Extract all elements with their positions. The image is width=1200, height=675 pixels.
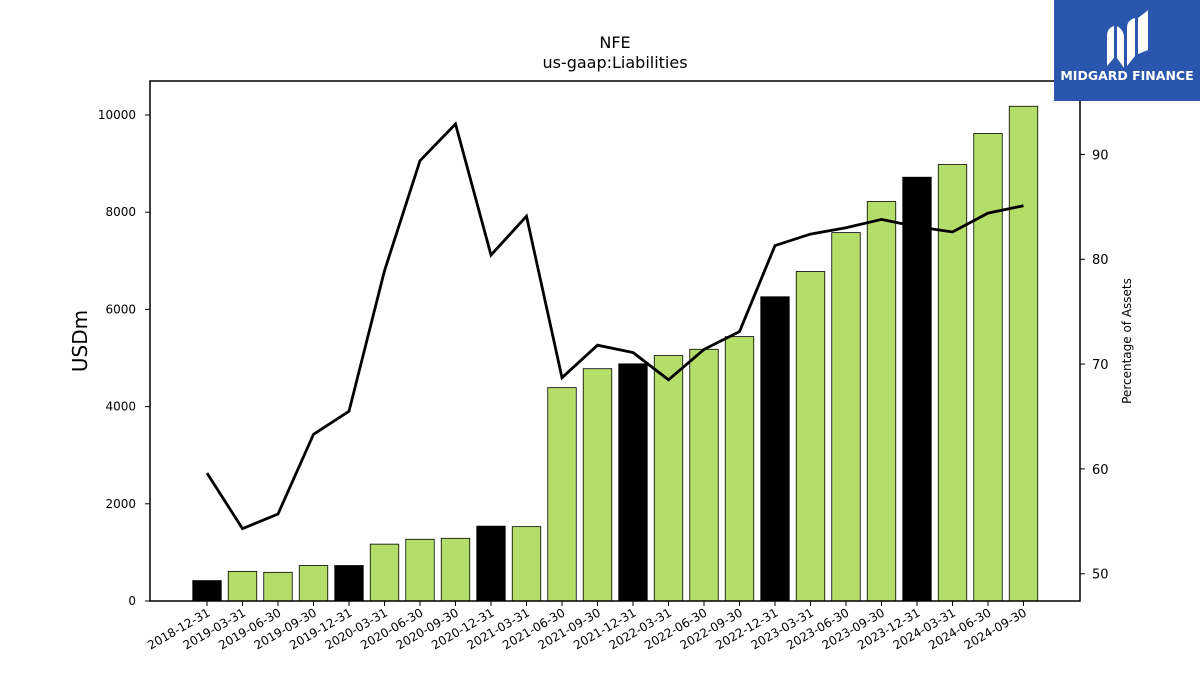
y-tick-label: 2000 [105, 497, 136, 511]
brand-logo: MIDGARD FINANCE [1054, 0, 1200, 101]
brand-name: MIDGARD FINANCE [1060, 68, 1194, 83]
bar-2023-12-31 [902, 176, 932, 602]
bar-2021-12-31 [618, 363, 648, 602]
bar-2022-09-30 [724, 336, 755, 602]
bar-2024-09-30 [1008, 105, 1039, 602]
bar-2021-09-30 [582, 368, 613, 602]
midgard-logo-icon [1107, 10, 1148, 68]
bar-2019-09-30 [298, 565, 329, 602]
y2-tick-label: 70 [1092, 358, 1109, 373]
bar-2018-12-31 [192, 580, 222, 602]
bar-2024-03-31 [937, 164, 968, 602]
y-tick-label: 10000 [98, 108, 136, 122]
y2-tick-label: 80 [1092, 253, 1109, 268]
chart-subtitle: us-gaap:Liabilities [542, 53, 687, 72]
y2-tick-label: 50 [1092, 568, 1109, 583]
bar-2021-03-31 [511, 526, 542, 602]
chart-title: NFE [599, 33, 630, 52]
bar-2020-09-30 [440, 537, 471, 602]
x-axis-ticks: 2018-12-312019-03-312019-06-302019-09-30… [145, 601, 1029, 652]
bar-2022-03-31 [653, 355, 684, 602]
bar-2024-06-30 [973, 133, 1003, 602]
y2-tick-label: 60 [1092, 463, 1109, 478]
bar-2019-03-31 [227, 570, 258, 602]
y-tick-label: 0 [128, 594, 136, 608]
y-axis-label: USDm [68, 310, 92, 372]
bar-2023-06-30 [831, 232, 861, 602]
y-tick-label: 8000 [105, 205, 136, 219]
bar-2019-12-31 [334, 565, 364, 602]
percentage-line-series [205, 121, 1024, 531]
y2-tick-label: 90 [1092, 148, 1109, 163]
percentage-line [205, 121, 1024, 531]
bar-2023-09-30 [866, 201, 897, 602]
left-axis-ticks: 0 2000 4000 6000 8000 10000 [98, 108, 150, 608]
right-axis-ticks: 50 60 70 80 90 [1080, 148, 1109, 583]
y-tick-label: 4000 [105, 400, 136, 414]
bar-2021-06-30 [547, 387, 577, 602]
bar-2023-03-31 [795, 271, 826, 602]
bar-2020-12-31 [476, 525, 506, 602]
bar-2022-12-31 [760, 296, 790, 602]
bar-2019-06-30 [263, 571, 293, 602]
bar-series [192, 105, 1039, 602]
y-tick-label: 6000 [105, 302, 136, 316]
bar-2020-03-31 [369, 543, 400, 602]
bar-2020-06-30 [405, 538, 435, 602]
plot-frame [149, 80, 1081, 602]
y2-axis-label: Percentage of Assets [1120, 278, 1134, 404]
bar-2022-06-30 [689, 348, 719, 602]
